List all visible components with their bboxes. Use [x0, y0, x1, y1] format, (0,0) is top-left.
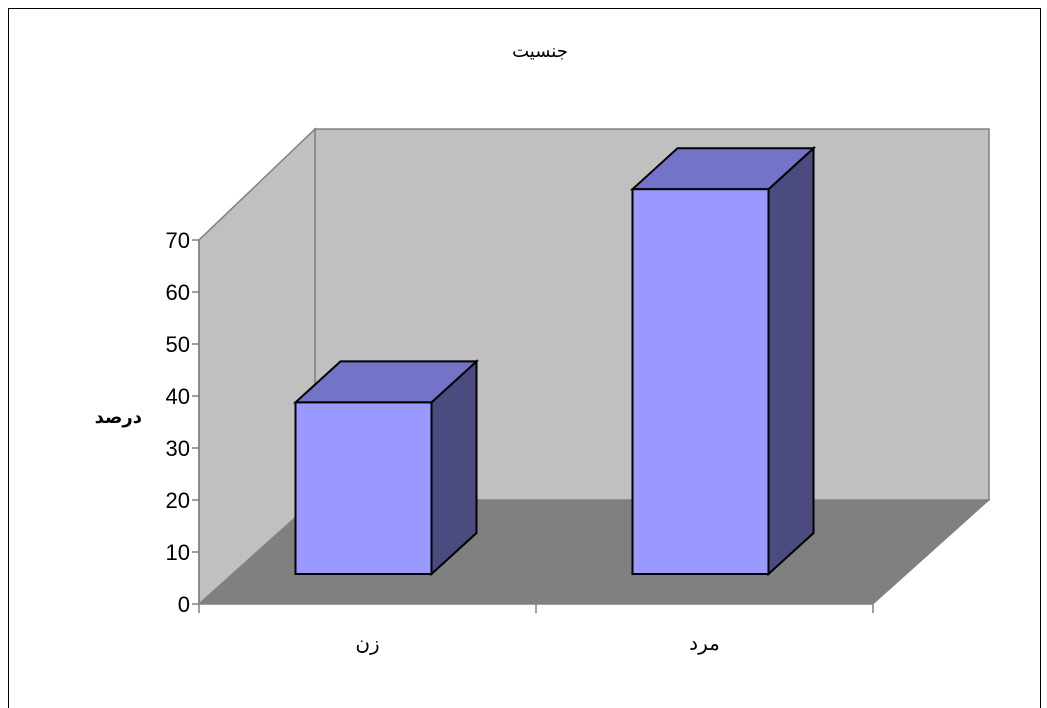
y-tick-label: 0: [178, 592, 190, 617]
top-strip: [0, 0, 1047, 8]
bar-front: [631, 188, 770, 575]
y-axis: 0 10 20 30 40 50 60 70: [166, 228, 200, 617]
bar: [292, 359, 480, 577]
x-axis: زن مرد: [198, 603, 874, 655]
y-tick-label: 40: [166, 384, 190, 409]
x-category-label: مرد: [689, 631, 720, 655]
y-tick-label: 70: [166, 228, 190, 253]
y-tick-label: 20: [166, 488, 190, 513]
chart-title: جنسیت: [512, 41, 568, 62]
bar-front: [294, 401, 433, 575]
y-tick-label: 60: [166, 280, 190, 305]
bars: [292, 145, 817, 577]
y-tick-label: 30: [166, 436, 190, 461]
y-tick-label: 50: [166, 332, 190, 357]
bar-side: [767, 145, 815, 577]
bar: [629, 145, 817, 577]
y-axis-label: درصد: [95, 407, 142, 428]
x-category-label: زن: [355, 631, 379, 655]
chart-frame: [8, 8, 1041, 708]
y-tick-label: 10: [166, 540, 190, 565]
